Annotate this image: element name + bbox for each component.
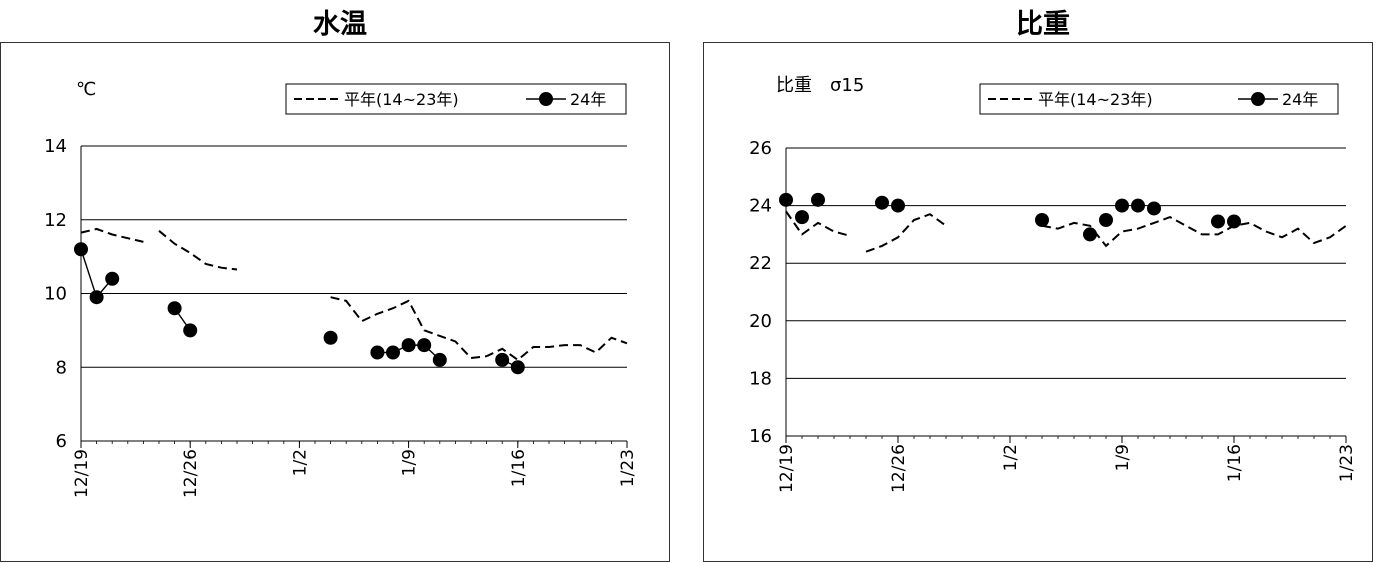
year-24-point: [1115, 198, 1129, 213]
unit-label: 比重 σ15: [776, 75, 864, 96]
normal-year-line: [158, 230, 238, 271]
year-24-point: [401, 338, 416, 353]
year-24-point: [1099, 213, 1113, 227]
y-tick-label: 18: [749, 368, 772, 389]
legend-entry-normal: 平年(14~23年): [1038, 90, 1153, 109]
water-temperature-chart-panel: 水温 ℃ 6 8 10 12 14 12/19 12/26 1/2 1/9 1/16 1/23 平年(1…: [0, 0, 680, 562]
y-tick-label: 8: [56, 357, 67, 378]
x-tick-label: 12/26: [181, 449, 201, 498]
unit-label: ℃: [76, 79, 96, 100]
chart-title: 比重: [1016, 9, 1070, 40]
legend-box: [285, 83, 627, 115]
legend-entry-24: 24年: [570, 90, 606, 109]
year-24-point: [89, 290, 104, 305]
year-24-point: [779, 192, 793, 207]
x-tick-label: 12/26: [889, 444, 909, 493]
y-tick-label: 16: [749, 426, 772, 447]
y-tick-label: 24: [749, 196, 772, 217]
x-tick-label: 1/9: [1113, 444, 1133, 471]
specific-gravity-chart: 比重 σ15 16 18 20 22 24 26 12/19 12/26 1/2 1/9 1/16 1/…: [749, 75, 1357, 493]
specific-gravity-chart-panel: 比重 比重 σ15 16 18 20 22 24 26 12/19 12/26 1/2 1/9 1/1…: [703, 0, 1383, 562]
year-24-point: [891, 198, 905, 213]
year-24-point: [105, 271, 120, 286]
normal-year-line: [785, 210, 851, 237]
x-tick-label: 12/19: [777, 444, 797, 493]
normal-year-line: [330, 296, 628, 362]
x-tick-label: 1/23: [618, 449, 638, 487]
normal-year-line: [865, 213, 947, 253]
year-24-point: [432, 352, 447, 367]
chart-frame: 比重 σ15 16 18 20 22 24 26 12/19 12/26 1/2 1/9 1/16 1/…: [703, 42, 1373, 562]
year-24-point: [167, 301, 182, 316]
legend-box: [979, 83, 1339, 115]
y-tick-label: 22: [749, 253, 772, 274]
year-24-point: [811, 192, 825, 207]
normal-year-line: [1041, 216, 1347, 248]
year-24-point: [510, 360, 525, 375]
year-24-point: [1083, 227, 1097, 242]
y-tick-label: 10: [44, 284, 67, 305]
y-tick-label: 12: [44, 210, 67, 231]
normal-year-line: [80, 227, 144, 243]
x-tick-label: 1/23: [1337, 444, 1357, 482]
y-tick-label: 20: [749, 311, 772, 332]
chart-frame: ℃ 6 8 10 12 14 12/19 12/26 1/2 1/9 1/16 1/23 平年(14~2…: [0, 42, 670, 562]
x-tick-label: 1/16: [1225, 444, 1245, 482]
year-24-line: [80, 249, 113, 299]
legend-marker-sample: [1251, 92, 1265, 106]
year-24-point: [74, 242, 88, 257]
y-tick-label: 26: [749, 138, 772, 159]
year-24-point: [183, 323, 198, 338]
y-tick-label: 14: [44, 136, 67, 157]
year-24-point: [875, 195, 889, 210]
year-24-point: [795, 210, 809, 225]
legend-marker-sample: [539, 92, 553, 106]
x-tick-label: 1/2: [1001, 444, 1021, 471]
year-24-point: [1227, 214, 1241, 229]
year-24-point: [386, 345, 400, 360]
x-tick-label: 12/19: [72, 449, 92, 498]
year-24-point: [1147, 201, 1161, 216]
year-24-point: [323, 330, 338, 345]
x-tick-label: 1/16: [509, 449, 529, 487]
year-24-point: [370, 345, 385, 360]
chart-title: 水温: [313, 9, 367, 40]
year-24-point: [1211, 214, 1225, 229]
year-24-point: [1035, 213, 1049, 227]
year-24-point: [1131, 198, 1145, 213]
legend-entry-24: 24年: [1282, 90, 1318, 109]
y-tick-label: 6: [56, 431, 67, 452]
year-24-point: [495, 352, 510, 367]
water-temperature-chart: ℃ 6 8 10 12 14 12/19 12/26 1/2 1/9 1/16 1/23 平年(14~2…: [44, 79, 638, 498]
x-tick-label: 1/9: [400, 449, 420, 476]
x-tick-label: 1/2: [290, 449, 310, 476]
legend-entry-normal: 平年(14~23年): [344, 90, 459, 109]
year-24-point: [417, 338, 432, 353]
